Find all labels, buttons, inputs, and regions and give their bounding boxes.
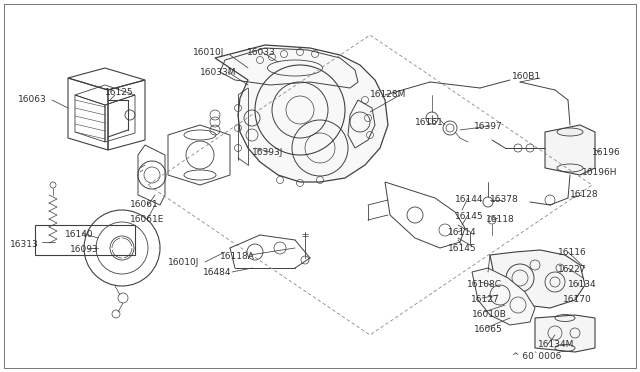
Text: 16161: 16161 xyxy=(415,118,444,127)
Text: 16144: 16144 xyxy=(455,195,483,204)
Text: 16093: 16093 xyxy=(70,245,99,254)
Text: 16134M: 16134M xyxy=(538,340,574,349)
Text: 16128: 16128 xyxy=(570,190,598,199)
Text: 16063: 16063 xyxy=(18,95,47,104)
Text: 16010J: 16010J xyxy=(168,258,200,267)
Text: 16145: 16145 xyxy=(448,244,477,253)
Text: 16484: 16484 xyxy=(203,268,232,277)
Text: 16128M: 16128M xyxy=(370,90,406,99)
Polygon shape xyxy=(490,250,585,308)
Text: 16108C: 16108C xyxy=(467,280,502,289)
Text: 16033: 16033 xyxy=(247,48,276,57)
Text: 16118: 16118 xyxy=(486,215,515,224)
Text: 16397: 16397 xyxy=(474,122,503,131)
Polygon shape xyxy=(545,125,595,175)
Text: 16118A: 16118A xyxy=(220,252,255,261)
Text: 16134: 16134 xyxy=(568,280,596,289)
Text: 16313: 16313 xyxy=(10,240,39,249)
Text: 16127: 16127 xyxy=(471,295,500,304)
Text: 16140: 16140 xyxy=(65,230,93,239)
Polygon shape xyxy=(215,45,388,182)
Text: 16393J: 16393J xyxy=(252,148,284,157)
Text: 16378: 16378 xyxy=(490,195,519,204)
Text: 16061: 16061 xyxy=(130,200,159,209)
Text: 16145: 16145 xyxy=(455,212,484,221)
Text: 16196: 16196 xyxy=(592,148,621,157)
Text: 160B1: 160B1 xyxy=(512,72,541,81)
Text: 16061E: 16061E xyxy=(130,215,164,224)
Text: 16010B: 16010B xyxy=(472,310,507,319)
Text: 16114: 16114 xyxy=(448,228,477,237)
Text: 16010J: 16010J xyxy=(193,48,225,57)
Text: 16170: 16170 xyxy=(563,295,592,304)
Text: 16125: 16125 xyxy=(105,88,134,97)
Text: 16196H: 16196H xyxy=(582,168,618,177)
Ellipse shape xyxy=(557,128,583,136)
Bar xyxy=(35,225,135,255)
Text: 16065: 16065 xyxy=(474,325,503,334)
Polygon shape xyxy=(535,315,595,352)
Text: ^ 60`0006: ^ 60`0006 xyxy=(512,352,561,361)
Text: 16116: 16116 xyxy=(558,248,587,257)
Polygon shape xyxy=(472,268,535,325)
Text: 16033M: 16033M xyxy=(200,68,237,77)
Text: 16227: 16227 xyxy=(558,265,586,274)
